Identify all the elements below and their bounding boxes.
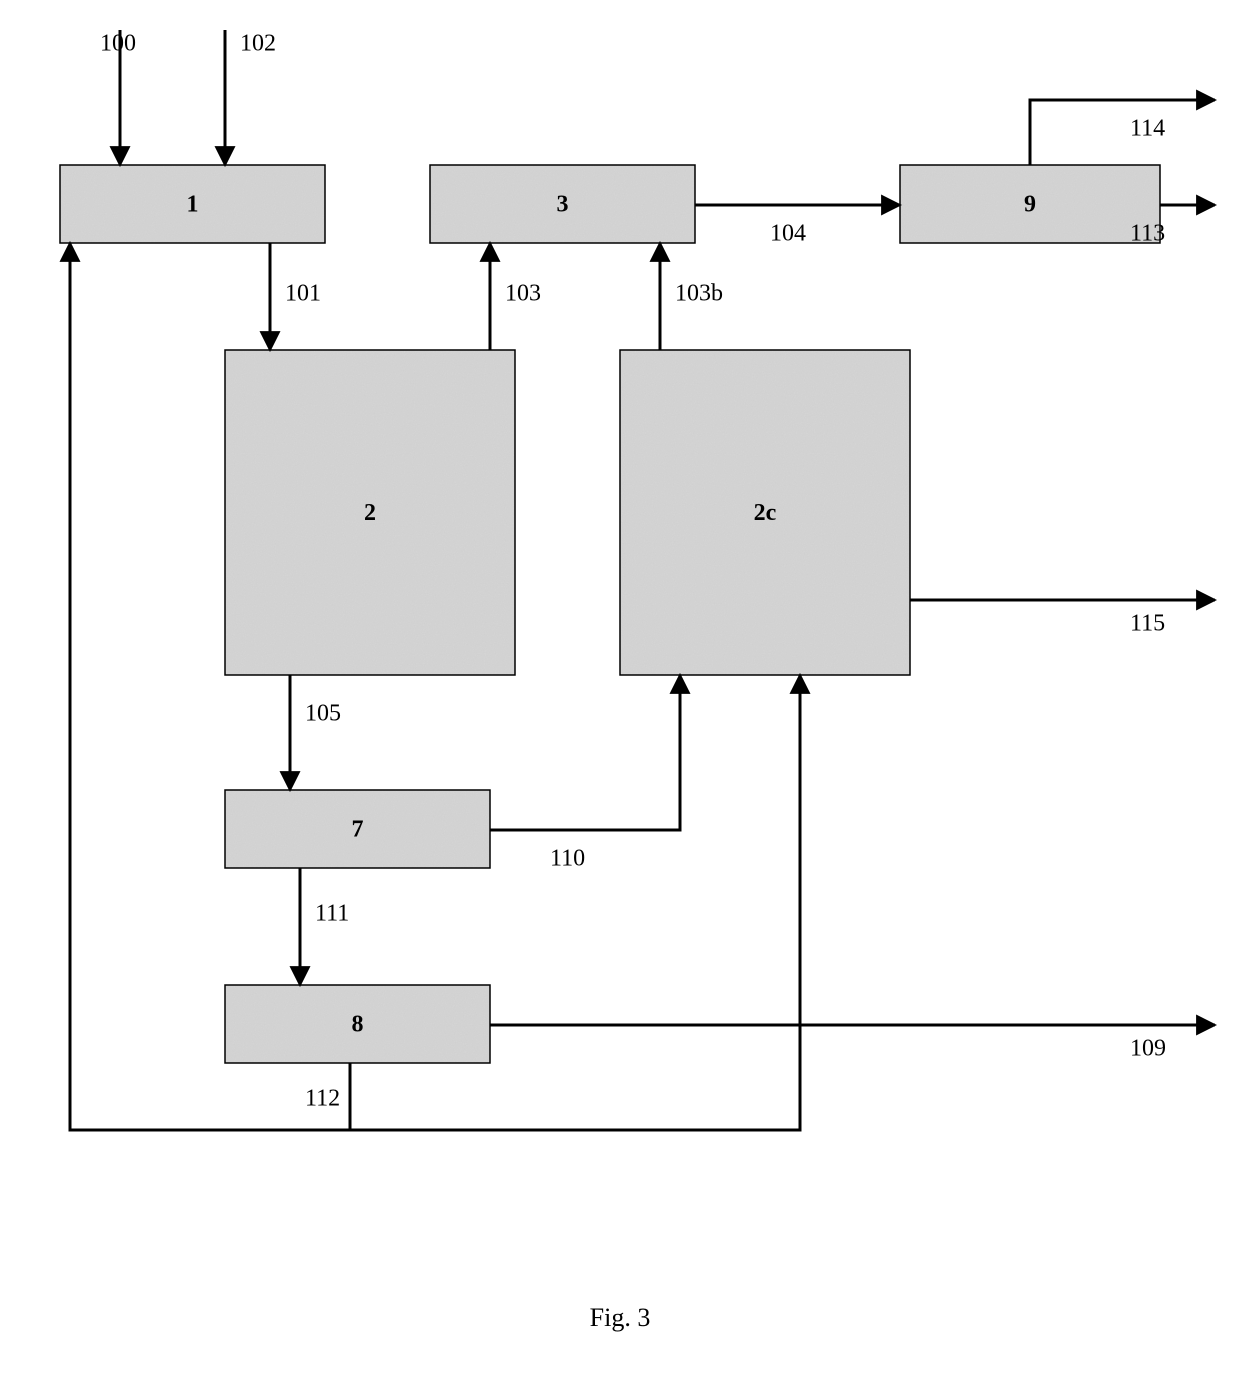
edge-e104: 104 bbox=[695, 205, 900, 247]
node-n2c: 2c bbox=[620, 350, 910, 675]
node-n8: 8 bbox=[225, 985, 490, 1063]
edge-label-e115: 115 bbox=[1130, 611, 1165, 637]
node-label-n3: 3 bbox=[557, 192, 569, 218]
edge-e105: 105 bbox=[290, 675, 341, 790]
edge-label-e109: 109 bbox=[1130, 1036, 1166, 1062]
edge-e115: 115 bbox=[910, 600, 1215, 637]
edge-label-e113: 113 bbox=[1130, 221, 1165, 247]
node-label-n2: 2 bbox=[364, 500, 376, 526]
node-n9: 9 bbox=[900, 165, 1160, 243]
edge-label-e100: 100 bbox=[100, 31, 136, 57]
edge-label-e111: 111 bbox=[315, 901, 349, 927]
node-label-n7: 7 bbox=[352, 817, 364, 843]
edge-label-e104: 104 bbox=[770, 221, 806, 247]
figure-caption: Fig. 3 bbox=[590, 1303, 651, 1332]
node-label-n8: 8 bbox=[352, 1012, 364, 1038]
edge-label-e112a: 112 bbox=[305, 1086, 340, 1112]
flowchart-canvas: 1 3 9 2 2c 7 8 100 102 101 103 103b 104 114 113 115 105 1… bbox=[0, 0, 1240, 1375]
node-n3: 3 bbox=[430, 165, 695, 243]
edge-e111: 111 bbox=[300, 868, 349, 985]
node-n2: 2 bbox=[225, 350, 515, 675]
edge-label-e101: 101 bbox=[285, 281, 321, 307]
node-label-n1: 1 bbox=[187, 192, 199, 218]
edge-e103: 103 bbox=[490, 243, 541, 350]
edge-label-e110: 110 bbox=[550, 846, 585, 872]
edge-e100: 100 bbox=[100, 30, 136, 165]
edge-label-e105: 105 bbox=[305, 701, 341, 727]
edge-label-e103b: 103b bbox=[675, 281, 723, 307]
edge-e103b: 103b bbox=[660, 243, 723, 350]
node-label-n2c: 2c bbox=[754, 500, 777, 526]
edge-e110: 110 bbox=[490, 675, 680, 872]
edge-e109: 109 bbox=[490, 1025, 1215, 1062]
edge-e114: 114 bbox=[1030, 100, 1215, 165]
edge-label-e103: 103 bbox=[505, 281, 541, 307]
edge-e102: 102 bbox=[225, 30, 276, 165]
node-n7: 7 bbox=[225, 790, 490, 868]
edge-label-e114: 114 bbox=[1130, 116, 1165, 142]
edge-e101: 101 bbox=[270, 243, 321, 350]
node-n1: 1 bbox=[60, 165, 325, 243]
edge-label-e102: 102 bbox=[240, 31, 276, 57]
node-label-n9: 9 bbox=[1024, 192, 1036, 218]
